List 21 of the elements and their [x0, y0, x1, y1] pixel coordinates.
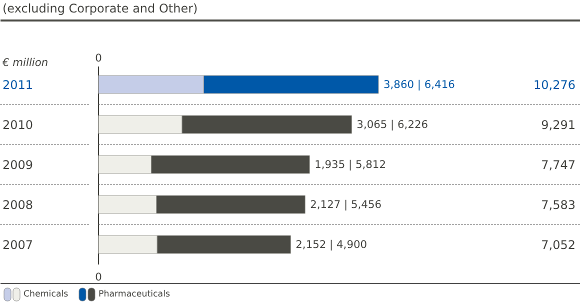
- data-label: 3,065 | 6,226: [356, 118, 428, 131]
- y-tick-label: 2007: [2, 238, 34, 252]
- data-label: 2,152 | 4,900: [296, 238, 368, 251]
- legend-label: Pharmaceuticals: [98, 290, 170, 300]
- text: 10,276: [534, 78, 576, 92]
- data-label: 2,127 | 5,456: [310, 198, 382, 211]
- y-tick-label: 2011: [2, 78, 34, 92]
- text: 7,583: [541, 198, 576, 212]
- data-label: 1,935 | 5,812: [314, 158, 386, 171]
- text: 0: [95, 52, 102, 64]
- data-label: 3,860 | 6,416: [384, 78, 456, 91]
- text: 7,747: [541, 158, 576, 172]
- text: 7,052: [541, 238, 576, 252]
- y-tick-label: 2008: [2, 198, 34, 212]
- y-tick-label: 2009: [2, 158, 34, 172]
- legend-label: Chemicals: [24, 290, 69, 300]
- text: 9,291: [541, 118, 576, 132]
- x-axis-title: € million: [2, 56, 48, 69]
- y-tick-label: 2010: [2, 118, 34, 132]
- text: 0: [95, 270, 102, 284]
- chart-subtitle: (excluding Corporate and Other): [2, 2, 198, 16]
